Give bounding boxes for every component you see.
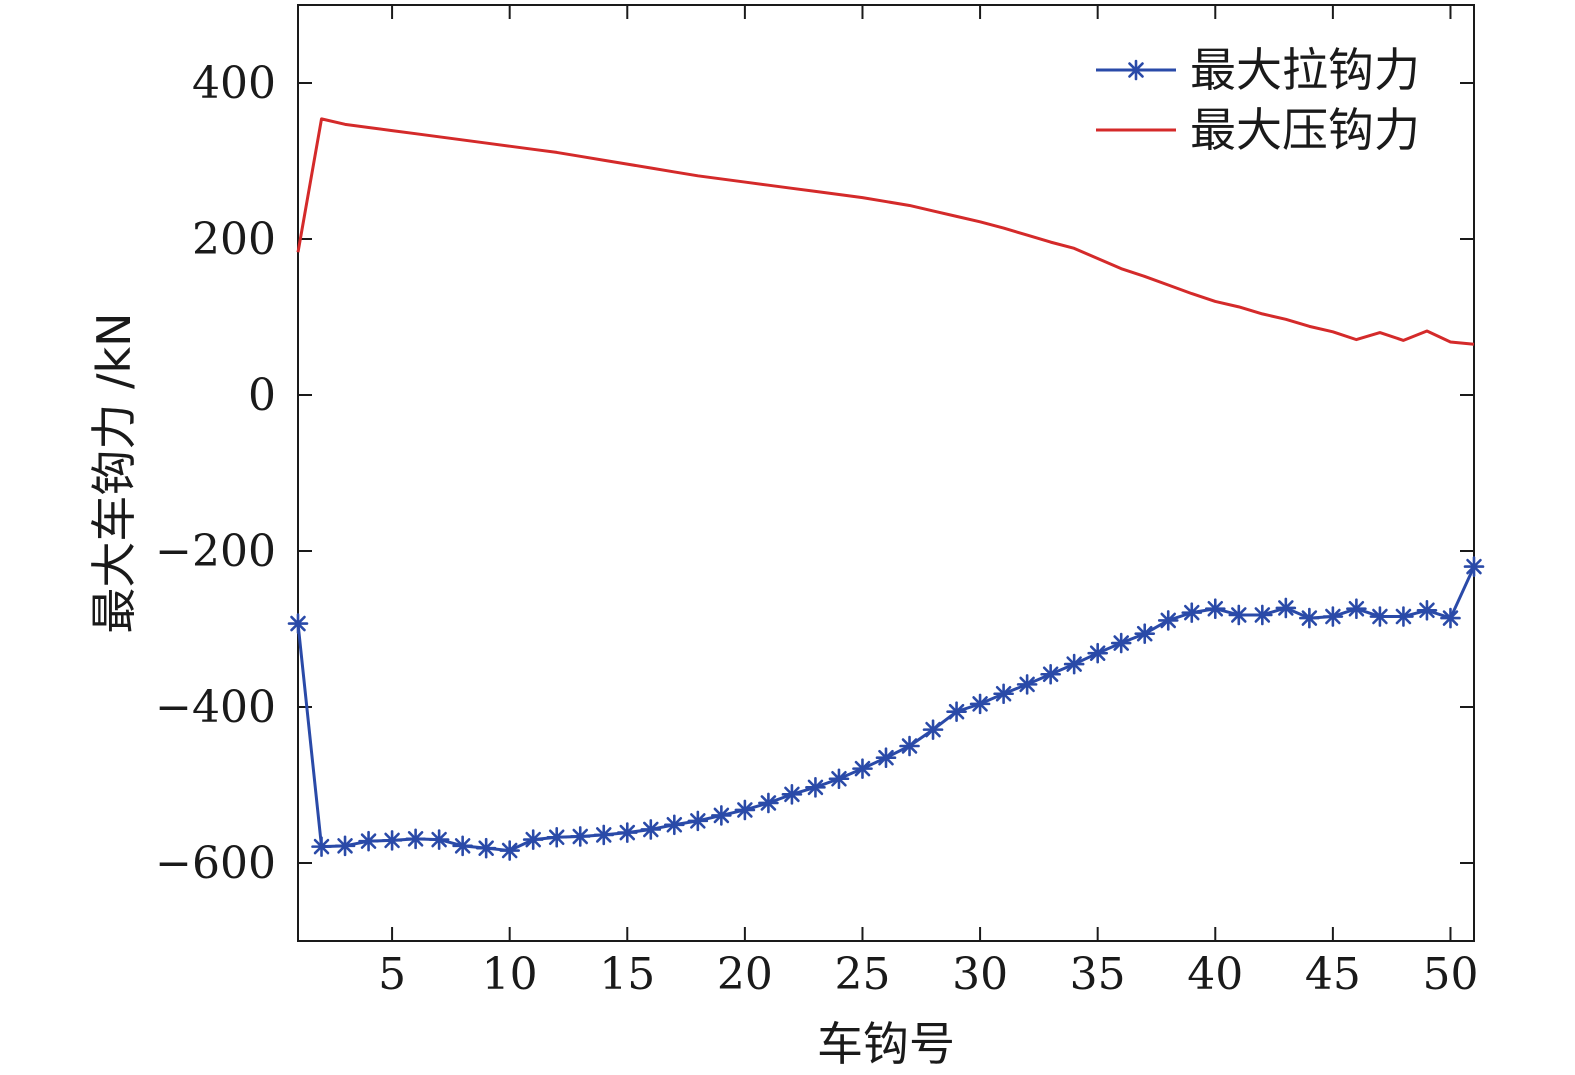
data-point [875,747,897,769]
y-tick-label: −400 [155,682,276,733]
data-point [593,824,615,846]
y-tick-label: −600 [155,838,276,889]
x-axis-label: 车钩号 [817,1017,955,1071]
data-point [569,826,591,847]
y-tick-label: −200 [155,526,276,577]
data-point [381,830,403,851]
y-tick-label: 200 [192,214,276,265]
data-point [993,683,1014,705]
x-tick-label: 30 [952,949,1008,1000]
data-point [781,784,803,805]
data-point [1275,597,1297,619]
data-point [805,777,826,798]
data-point [616,822,638,843]
axis-ticks [298,5,1474,941]
data-point [1252,604,1273,626]
data-point [1110,632,1132,654]
data-point [1440,607,1461,629]
data-point [1322,606,1344,627]
data-point [1299,607,1320,629]
y-tick-label: 400 [192,58,276,109]
y-axis-label: 最大车钩力 /kN [87,312,141,633]
data-point [405,828,426,850]
legend: 最大拉钩力 最大压钩力 [1096,43,1420,157]
data-point [1016,674,1038,695]
series-markers-tension [287,556,1485,861]
data-point [1463,556,1485,577]
data-point [1087,642,1108,664]
data-point [946,701,967,722]
data-point [1157,610,1179,631]
data-point [311,836,332,857]
data-point [922,719,944,740]
data-point [522,829,544,850]
data-point [1228,604,1250,626]
data-point [828,768,850,790]
data-point [475,837,497,859]
data-point [640,819,662,840]
data-point [664,814,685,836]
x-tick-label: 20 [717,949,773,1000]
series-line-compression [296,117,1475,346]
data-point [287,613,309,634]
x-tick-labels: 5 10 15 20 25 30 35 40 45 50 [378,949,1478,1000]
legend-asterisk-icon [1125,59,1147,81]
data-point [734,799,756,821]
data-point [1204,598,1226,620]
x-tick-label: 45 [1305,949,1361,1000]
plot-area [297,4,1475,942]
data-point [1369,606,1391,627]
y-tick-labels: 400 200 0 −200 −400 −600 [155,58,276,889]
data-point [711,805,732,826]
data-point [1416,599,1438,621]
x-tick-label: 35 [1070,949,1126,1000]
x-tick-label: 50 [1422,949,1478,1000]
data-point [452,835,473,857]
x-tick-label: 15 [599,949,655,1000]
data-point [546,826,568,848]
series-layer [287,117,1485,861]
data-point [1040,663,1061,685]
data-point [358,830,379,852]
data-point [1346,598,1367,620]
legend-marker-tension [1125,59,1147,81]
legend-label-tension: 最大拉钩力 [1190,43,1420,97]
data-point [428,829,450,850]
legend-label-compression: 最大压钩力 [1190,103,1420,157]
data-point [899,735,920,757]
y-tick-label: 0 [248,370,276,421]
data-point [1134,623,1156,644]
x-tick-label: 40 [1187,949,1243,1000]
data-point [499,840,520,861]
x-tick-label: 5 [378,949,406,1000]
x-tick-label: 25 [834,949,890,1000]
data-point [1181,602,1203,623]
data-point [334,835,356,857]
data-point [687,810,709,832]
data-point [852,758,873,779]
data-point [969,693,991,715]
x-tick-label: 10 [482,949,538,1000]
data-point [1393,606,1414,627]
data-point [1063,653,1085,675]
data-point [758,792,779,814]
